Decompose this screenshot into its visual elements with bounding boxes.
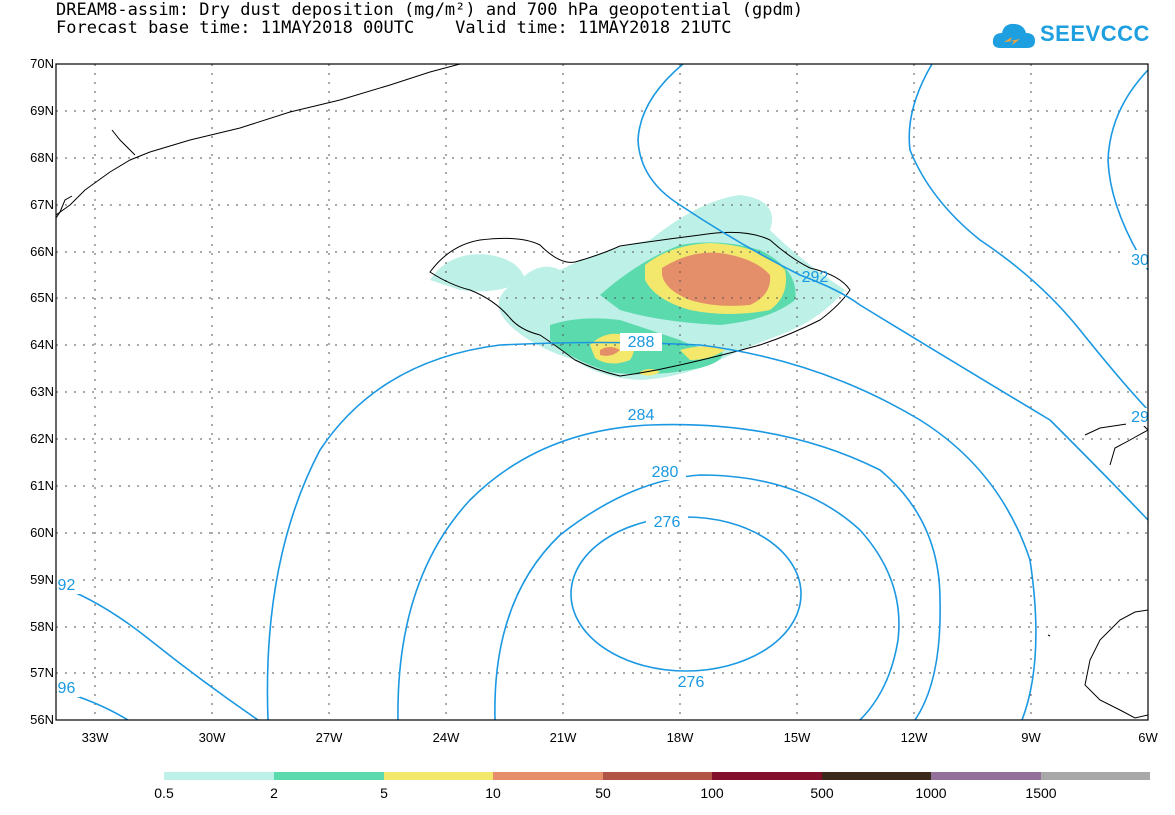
map-gridlines — [56, 64, 1148, 720]
lon-label: 6W — [1138, 730, 1158, 745]
geopotential-contours — [56, 64, 1148, 720]
colorbar-label: 1000 — [915, 785, 947, 801]
lat-label: 61N — [30, 478, 54, 493]
contour-label: 276 — [678, 674, 705, 691]
lat-label: 68N — [30, 150, 54, 165]
colorbar-label: 50 — [595, 785, 611, 801]
logo-text: SEEVCCC — [1040, 21, 1150, 46]
lon-label: 21W — [549, 730, 577, 745]
lat-label: 63N — [30, 384, 54, 399]
contour-labels: 292 288 284 280 276 276 292 296 30 29 — [49, 250, 1149, 697]
contour-label: 29 — [1131, 409, 1149, 426]
lat-label: 70N — [30, 56, 54, 71]
colorbar-swatch — [712, 772, 822, 780]
lon-label: 27W — [315, 730, 343, 745]
lat-label: 65N — [30, 290, 54, 305]
lat-label: 66N — [30, 244, 54, 259]
cloud-icon — [992, 23, 1035, 48]
lon-label: 12W — [900, 730, 928, 745]
contour-label: 296 — [49, 680, 76, 697]
colorbar-label: 100 — [700, 785, 724, 801]
lat-label: 58N — [30, 619, 54, 634]
contour-label: 276 — [654, 514, 681, 531]
lon-label: 33W — [81, 730, 109, 745]
seevccc-logo: SEEVCCC — [990, 18, 1149, 58]
contour-label: 284 — [628, 407, 655, 424]
lat-label: 60N — [30, 525, 54, 540]
colorbar-label: 10 — [485, 785, 501, 801]
colorbar-swatch — [274, 772, 384, 780]
colorbar-label: 5 — [380, 785, 388, 801]
lat-label: 57N — [30, 665, 54, 680]
lat-label: 62N — [30, 431, 54, 446]
lat-label: 64N — [30, 337, 54, 352]
map-frame — [55, 63, 1149, 721]
colorbar-swatch — [384, 772, 493, 780]
contour-label: 292 — [49, 577, 76, 594]
lon-label: 24W — [432, 730, 460, 745]
colorbar-label: 0.5 — [154, 785, 174, 801]
map-title: DREAM8-assim: Dry dust deposition (mg/m²… — [56, 0, 804, 20]
colorbar-swatch — [493, 772, 603, 780]
lat-label: 59N — [30, 572, 54, 587]
lon-label: 30W — [198, 730, 226, 745]
colorbar-swatch — [822, 772, 931, 780]
contour-label: 280 — [652, 464, 679, 481]
colorbar-swatch — [931, 772, 1041, 780]
lat-label: 69N — [30, 103, 54, 118]
lon-label: 18W — [666, 730, 694, 745]
colorbar-label: 2 — [270, 785, 278, 801]
colorbar-swatch — [1041, 772, 1150, 780]
colorbar-label: 1500 — [1025, 785, 1057, 801]
lon-label: 9W — [1021, 730, 1041, 745]
colorbar-swatch — [164, 772, 274, 780]
dust-deposition-field — [430, 195, 845, 380]
map-subtitle: Forecast base time: 11MAY2018 00UTC Vali… — [56, 18, 732, 38]
contour-label: 292 — [802, 269, 829, 286]
contour-label: 30 — [1131, 252, 1149, 269]
lat-label: 56N — [30, 712, 54, 727]
lat-label: 67N — [30, 197, 54, 212]
colorbar-swatch — [603, 772, 712, 780]
lon-label: 15W — [783, 730, 811, 745]
colorbar-label: 500 — [810, 785, 834, 801]
coastlines — [56, 64, 1148, 719]
contour-label: 288 — [628, 334, 655, 351]
